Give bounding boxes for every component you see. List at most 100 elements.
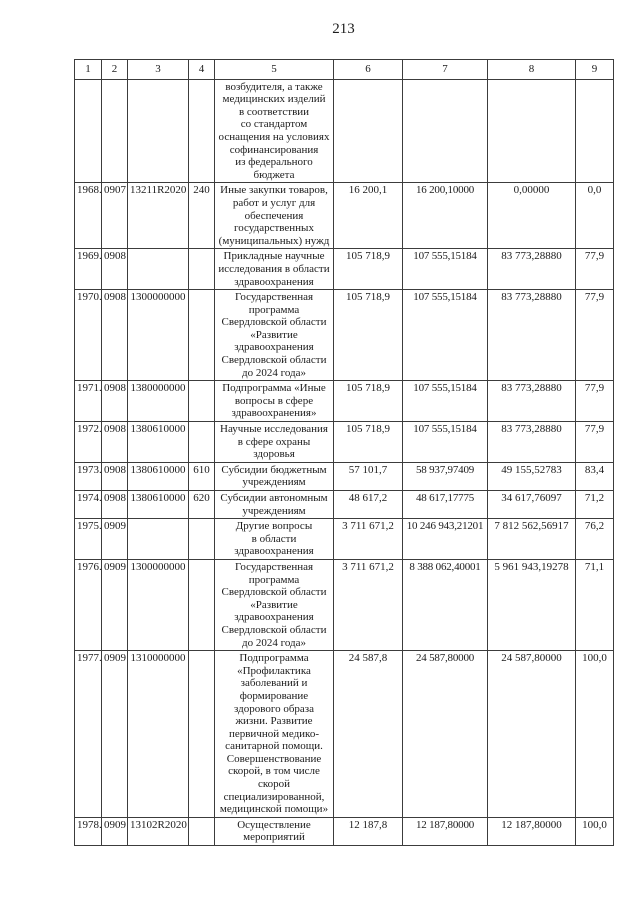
cell-line-number: 1974.	[74, 489, 102, 520]
cell-section-code: 0909	[101, 558, 128, 652]
cell-name: Подпрограмма «Профилактика заболеваний и…	[214, 650, 334, 818]
cell-expense-kind-code	[188, 518, 215, 560]
cell-line-number: 1968.	[74, 182, 102, 250]
table-row: 1977. 0909 1310000000 Подпрограмма «Профила…	[74, 650, 614, 818]
cell-section-code: 0908	[101, 380, 128, 423]
cell-expense-kind-code	[188, 248, 215, 291]
cell-target-article-code	[127, 248, 189, 291]
cell-section-code: 0908	[101, 461, 128, 492]
cell-amount-executed	[487, 78, 576, 184]
cell-amount-executed: 12 187,80000	[487, 816, 576, 847]
cell-amount-executed: 49 155,52783	[487, 461, 576, 492]
cell-amount-plan: 107 555,15184	[402, 289, 488, 382]
cell-name: Иные закупки товаров, работ и услуг для …	[214, 182, 334, 250]
cell-amount-approved	[333, 78, 403, 184]
cell-amount-executed: 24 587,80000	[487, 650, 576, 818]
cell-percent: 71,2	[575, 489, 614, 520]
cell-line-number: 1969.	[74, 248, 102, 291]
cell-amount-approved: 105 718,9	[333, 248, 403, 291]
cell-expense-kind-code	[188, 558, 215, 652]
cell-percent: 100,0	[575, 816, 614, 847]
cell-amount-approved: 16 200,1	[333, 182, 403, 250]
cell-percent: 77,9	[575, 380, 614, 423]
cell-line-number: 1970.	[74, 289, 102, 382]
cell-amount-executed: 5 961 943,19278	[487, 558, 576, 652]
cell-section-code: 0908	[101, 248, 128, 291]
cell-amount-plan: 48 617,17775	[402, 489, 488, 520]
cell-expense-kind-code: 240	[188, 182, 215, 250]
table-row: 1974. 0908 1380610000 620 Субсидии автономны…	[74, 489, 614, 520]
cell-amount-approved: 24 587,8	[333, 650, 403, 818]
cell-target-article-code: 1380610000	[127, 421, 189, 463]
cell-amount-executed: 0,00000	[487, 182, 576, 250]
column-header-7: 7	[402, 59, 488, 80]
cell-name: Субсидии автономным учреждениям	[214, 489, 334, 520]
cell-section-code: 0909	[101, 650, 128, 818]
table-row: 1976. 0909 1300000000 Государственная прогр…	[74, 558, 614, 652]
cell-name: Государственная программа Свердловской о…	[214, 289, 334, 382]
cell-line-number: 1973.	[74, 461, 102, 492]
table-row: 1972. 0908 1380610000 Научные исследования …	[74, 421, 614, 463]
budget-table: 1 2 3 4 5 6 7 8 9 возбудителя, а также м…	[74, 59, 614, 847]
cell-amount-approved: 105 718,9	[333, 289, 403, 382]
cell-line-number: 1977.	[74, 650, 102, 818]
cell-section-code: 0908	[101, 289, 128, 382]
page-number: 213	[332, 21, 355, 37]
cell-name: Осуществление мероприятий	[214, 816, 334, 847]
cell-percent: 100,0	[575, 650, 614, 818]
cell-section-code: 0907	[101, 182, 128, 250]
cell-section-code: 0908	[101, 489, 128, 520]
cell-line-number: 1971.	[74, 380, 102, 423]
cell-target-article-code: 1380610000	[127, 461, 189, 492]
cell-amount-plan: 107 555,15184	[402, 380, 488, 423]
cell-amount-plan: 10 246 943,21201	[402, 518, 488, 560]
cell-name: возбудителя, а также медицинских изделий…	[214, 78, 334, 184]
cell-amount-plan: 24 587,80000	[402, 650, 488, 818]
cell-amount-plan: 107 555,15184	[402, 421, 488, 463]
table-body: возбудителя, а также медицинских изделий…	[74, 78, 614, 847]
cell-expense-kind-code	[188, 380, 215, 423]
cell-line-number	[74, 78, 102, 184]
column-header-1: 1	[74, 59, 102, 80]
cell-section-code: 0908	[101, 421, 128, 463]
cell-expense-kind-code	[188, 650, 215, 818]
cell-percent: 0,0	[575, 182, 614, 250]
cell-amount-approved: 3 711 671,2	[333, 558, 403, 652]
cell-amount-plan: 58 937,97409	[402, 461, 488, 492]
cell-amount-approved: 12 187,8	[333, 816, 403, 847]
cell-section-code: 0909	[101, 518, 128, 560]
cell-section-code	[101, 78, 128, 184]
cell-amount-executed: 34 617,76097	[487, 489, 576, 520]
cell-target-article-code: 13211R2020	[127, 182, 189, 250]
cell-amount-executed: 83 773,28880	[487, 380, 576, 423]
cell-target-article-code: 13102R2020	[127, 816, 189, 847]
cell-target-article-code: 1380000000	[127, 380, 189, 423]
cell-name: Научные исследования в сфере охраны здор…	[214, 421, 334, 463]
cell-amount-approved: 3 711 671,2	[333, 518, 403, 560]
column-header-3: 3	[127, 59, 189, 80]
cell-amount-plan: 12 187,80000	[402, 816, 488, 847]
table-header-row: 1 2 3 4 5 6 7 8 9	[74, 59, 614, 80]
table-header: 1 2 3 4 5 6 7 8 9	[74, 59, 614, 80]
cell-section-code: 0909	[101, 816, 128, 847]
cell-amount-executed: 83 773,28880	[487, 248, 576, 291]
column-header-5: 5	[214, 59, 334, 80]
table-row: 1970. 0908 1300000000 Государственная прогр…	[74, 289, 614, 382]
cell-target-article-code	[127, 78, 189, 184]
column-header-2: 2	[101, 59, 128, 80]
cell-name: Субсидии бюджетным учреждениям	[214, 461, 334, 492]
cell-target-article-code	[127, 518, 189, 560]
cell-line-number: 1976.	[74, 558, 102, 652]
cell-amount-executed: 83 773,28880	[487, 421, 576, 463]
cell-expense-kind-code	[188, 78, 215, 184]
cell-amount-plan: 8 388 062,40001	[402, 558, 488, 652]
cell-target-article-code: 1310000000	[127, 650, 189, 818]
cell-percent: 77,9	[575, 421, 614, 463]
cell-amount-executed: 7 812 562,56917	[487, 518, 576, 560]
cell-expense-kind-code: 610	[188, 461, 215, 492]
cell-amount-plan: 107 555,15184	[402, 248, 488, 291]
column-header-4: 4	[188, 59, 215, 80]
column-header-9: 9	[575, 59, 614, 80]
cell-amount-approved: 48 617,2	[333, 489, 403, 520]
